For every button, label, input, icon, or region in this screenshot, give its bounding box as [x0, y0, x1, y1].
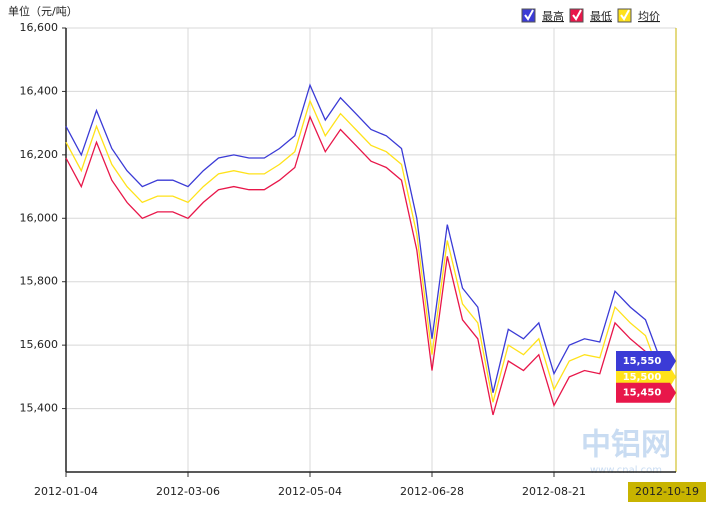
end-tag-box: [616, 366, 676, 387]
x-tick-label: 2012-01-04: [34, 485, 98, 498]
legend-check: [524, 9, 534, 21]
series-line: [65, 114, 662, 416]
x-tick-label: 2012-05-04: [278, 485, 342, 498]
y-tick-label: 16,600: [20, 21, 59, 34]
unit-label: 单位（元/吨）: [8, 4, 78, 18]
end-tag-label: 15,450: [623, 388, 662, 399]
series-line: [65, 83, 662, 393]
y-tick-label: 16,200: [20, 148, 59, 161]
legend-item[interactable]: 最高: [521, 8, 564, 23]
x-tick-label: 2012-06-28: [400, 485, 464, 498]
legend-check: [572, 9, 582, 21]
y-tick-label: 15,600: [20, 338, 59, 351]
end-tag-box: [616, 351, 676, 371]
legend-item[interactable]: 最低: [569, 8, 612, 23]
legend-check: [620, 9, 630, 21]
series-line: [65, 99, 662, 403]
legend-label: 最高: [542, 9, 564, 23]
legend-item[interactable]: 均价: [617, 8, 660, 23]
y-tick-label: 15,400: [20, 402, 59, 415]
legend-label: 最低: [590, 10, 612, 23]
x-tick-label: 2012-10-19: [635, 485, 699, 498]
end-tag-label: 15,550: [623, 356, 662, 367]
legend-label: 均价: [638, 10, 660, 23]
x-tick-label: 2012-03-06: [156, 485, 220, 498]
end-tag: 15,450: [616, 382, 676, 403]
y-tick-label: 16,000: [20, 211, 59, 224]
x-tick-label: 2012-08-21: [522, 485, 586, 498]
y-tick-label: 16,400: [20, 84, 59, 97]
end-tag-label: 15,500: [623, 372, 662, 383]
date-highlight: [628, 482, 706, 502]
end-tag: 15,550: [616, 351, 676, 371]
y-tick-label: 15,800: [20, 275, 59, 288]
end-tag: 15,500: [616, 366, 676, 387]
end-tag-box: [616, 382, 676, 403]
watermark-url: www.cnal.com: [590, 465, 662, 476]
watermark: 中铝网: [581, 428, 671, 463]
